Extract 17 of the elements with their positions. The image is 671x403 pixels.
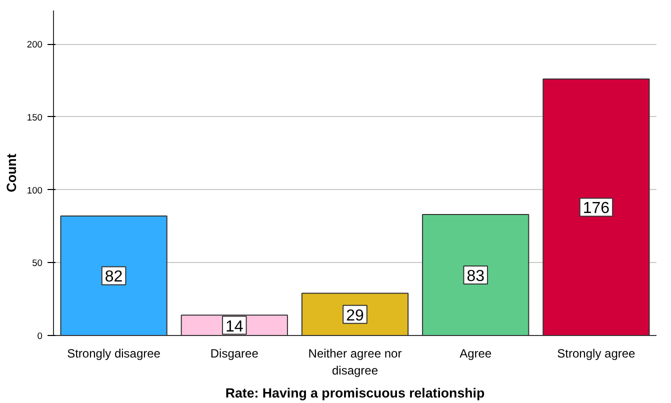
data-label: 176 bbox=[582, 200, 610, 218]
x-tick-label: Disgaree bbox=[210, 346, 259, 360]
data-label: 29 bbox=[346, 307, 364, 324]
x-tick-label: Strongly agree bbox=[557, 346, 636, 360]
x-axis-title: Rate: Having a promiscuous relationship bbox=[225, 385, 485, 400]
y-tick-label: 50 bbox=[32, 258, 43, 268]
data-label: 83 bbox=[466, 268, 485, 286]
data-label: 14 bbox=[226, 318, 244, 336]
y-tick-label: 100 bbox=[26, 185, 43, 196]
x-tick-label: Strongly disagree bbox=[67, 346, 161, 360]
y-tick-label: 200 bbox=[26, 40, 43, 50]
x-tick-label: Neither agree nor disagree bbox=[308, 346, 402, 378]
y-tick-label: 150 bbox=[26, 112, 43, 122]
y-tick-label: 0 bbox=[37, 331, 43, 341]
x-tick-label: Agree bbox=[460, 346, 492, 360]
y-axis-title: Count bbox=[4, 153, 19, 192]
data-label: 82 bbox=[104, 268, 123, 286]
